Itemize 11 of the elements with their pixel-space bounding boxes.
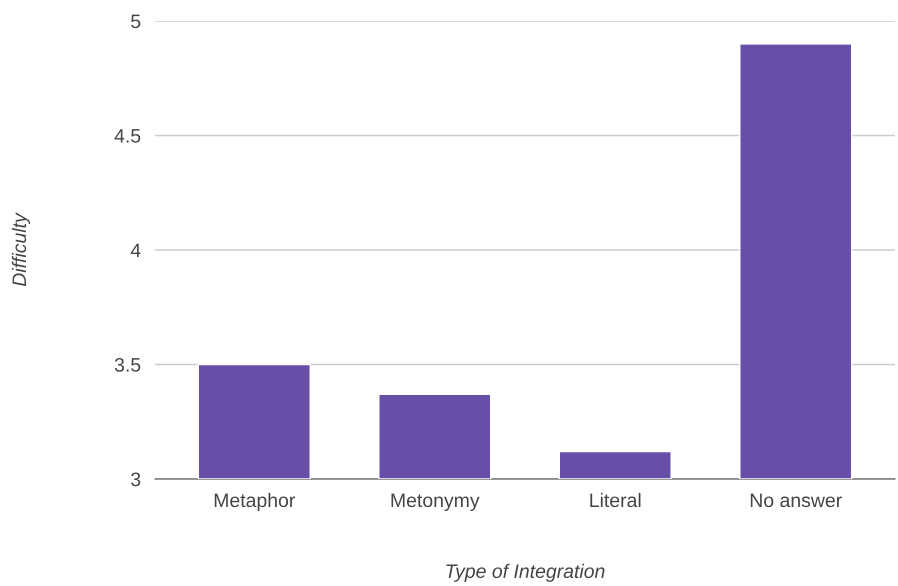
x-tick-label: Literal bbox=[590, 492, 640, 508]
x-tick-label: Metonymy bbox=[392, 494, 480, 512]
y-tick-label: 4.5 bbox=[114, 129, 140, 143]
y-tick-label: 3 bbox=[131, 472, 140, 486]
x-axis-title: Type of Integration bbox=[446, 564, 604, 582]
y-axis-title: Difficulty bbox=[12, 212, 30, 286]
x-tick-label: Metaphor bbox=[214, 492, 296, 512]
y-tick-label: 3.5 bbox=[114, 358, 140, 372]
x-tick-label: No answer bbox=[750, 494, 842, 508]
y-tick-label: 4 bbox=[130, 244, 141, 258]
y-tick-label: 5 bbox=[131, 14, 140, 28]
